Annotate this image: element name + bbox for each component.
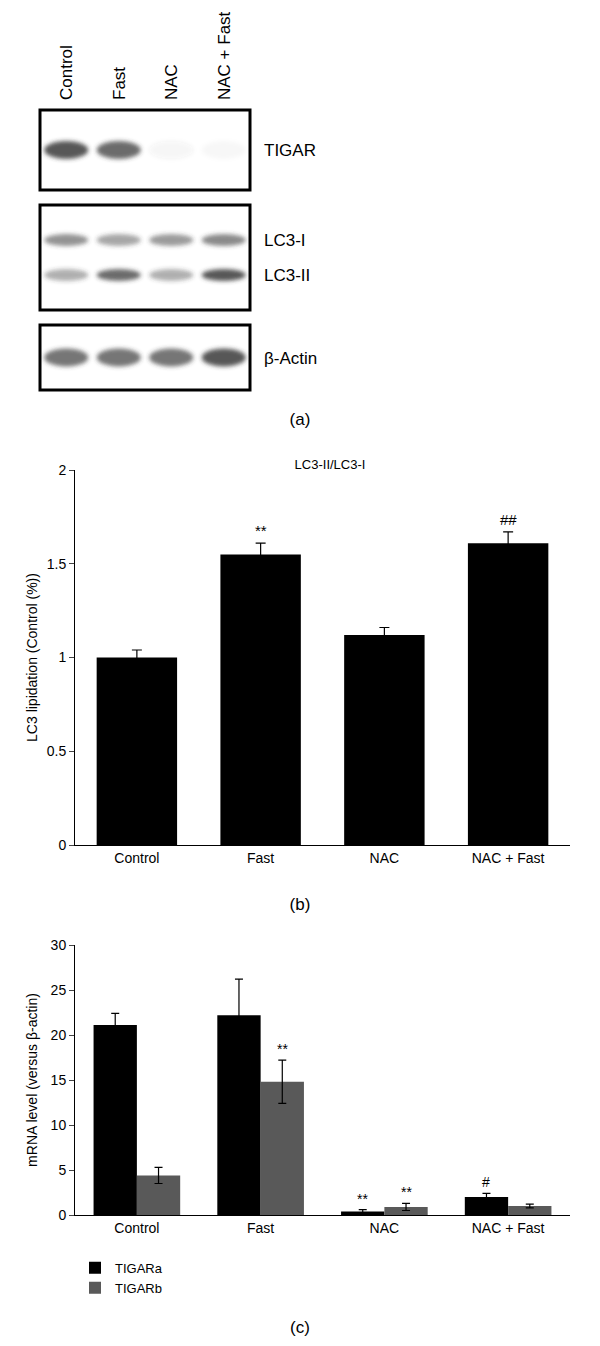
svg-text:##: ## <box>500 511 517 528</box>
svg-text:25: 25 <box>51 982 67 998</box>
svg-text:2: 2 <box>58 462 66 478</box>
html-text:(c): (c) <box>290 1318 310 1337</box>
svg-text:Control: Control <box>114 1220 159 1236</box>
svg-text:NAC: NAC <box>370 850 400 866</box>
svg-text:**: ** <box>277 1041 288 1057</box>
svg-text:Control: Control <box>114 850 159 866</box>
svg-text:10: 10 <box>51 1117 67 1133</box>
svg-text:TIGARb: TIGARb <box>115 1281 162 1296</box>
svg-text:#: # <box>482 1174 490 1190</box>
svg-text:TIGARa: TIGARa <box>115 1261 163 1276</box>
svg-text:5: 5 <box>58 1162 66 1178</box>
svg-text:β-Actin: β-Actin <box>264 349 317 368</box>
svg-text:NAC + Fast: NAC + Fast <box>472 850 545 866</box>
svg-text:**: ** <box>357 1191 368 1207</box>
svg-text:TIGAR: TIGAR <box>264 141 316 160</box>
svg-text:Control: Control <box>57 45 76 100</box>
svg-text:Fast: Fast <box>247 850 274 866</box>
svg-text:NAC + Fast: NAC + Fast <box>215 11 234 100</box>
svg-text:20: 20 <box>51 1027 67 1043</box>
svg-text:0.5: 0.5 <box>47 743 67 759</box>
svg-text:LC3-II/LC3-I: LC3-II/LC3-I <box>295 457 366 472</box>
svg-text:0: 0 <box>58 1207 66 1223</box>
svg-text:NAC: NAC <box>162 64 181 100</box>
svg-text:1: 1 <box>58 649 66 665</box>
svg-text:NAC: NAC <box>370 1220 400 1236</box>
svg-text:NAC + Fast: NAC + Fast <box>472 1220 545 1236</box>
svg-text:**: ** <box>401 1184 412 1200</box>
html-text:(a): (a) <box>289 410 311 429</box>
svg-text:**: ** <box>255 522 267 539</box>
html-text:(b): (b) <box>289 895 311 914</box>
svg-text:Fast: Fast <box>110 67 129 100</box>
svg-text:0: 0 <box>58 837 66 853</box>
svg-text:Fast: Fast <box>247 1220 274 1236</box>
svg-text:mRNA level (versus β-actin): mRNA level (versus β-actin) <box>24 993 40 1167</box>
svg-text:LC3-II: LC3-II <box>264 266 310 285</box>
svg-text:30: 30 <box>51 937 67 953</box>
svg-text:LC3-I: LC3-I <box>264 231 306 250</box>
svg-text:15: 15 <box>51 1072 67 1088</box>
svg-text:1.5: 1.5 <box>47 556 67 572</box>
svg-text:LC3 lipidation (Control (%)): LC3 lipidation (Control (%)) <box>24 573 40 742</box>
